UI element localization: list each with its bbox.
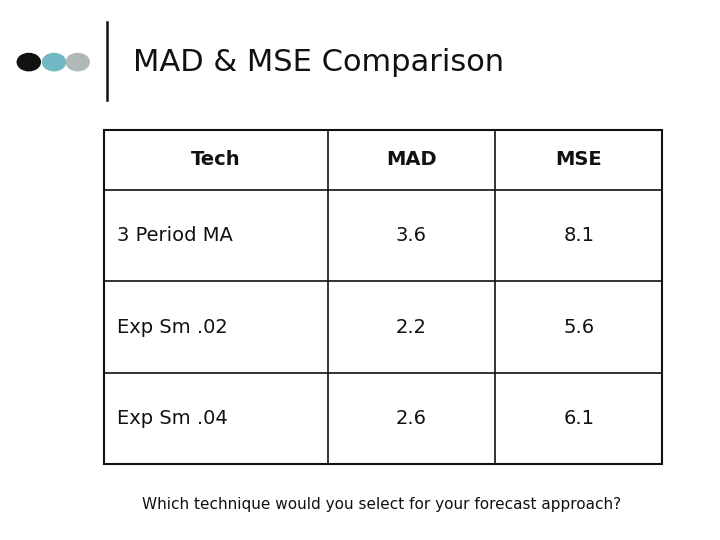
Text: Which technique would you select for your forecast approach?: Which technique would you select for you… — [142, 497, 621, 512]
Text: MSE: MSE — [555, 150, 602, 169]
Text: Tech: Tech — [192, 150, 240, 169]
Text: Exp Sm .04: Exp Sm .04 — [117, 409, 228, 428]
Text: 6.1: 6.1 — [563, 409, 594, 428]
Text: MAD: MAD — [386, 150, 436, 169]
Text: Exp Sm .02: Exp Sm .02 — [117, 318, 228, 336]
Text: 2.2: 2.2 — [396, 318, 427, 336]
Text: 2.6: 2.6 — [396, 409, 427, 428]
Text: 5.6: 5.6 — [563, 318, 594, 336]
Text: 3 Period MA: 3 Period MA — [117, 226, 233, 245]
Text: MAD & MSE Comparison: MAD & MSE Comparison — [133, 48, 504, 77]
Text: 8.1: 8.1 — [563, 226, 594, 245]
Text: 3.6: 3.6 — [396, 226, 427, 245]
